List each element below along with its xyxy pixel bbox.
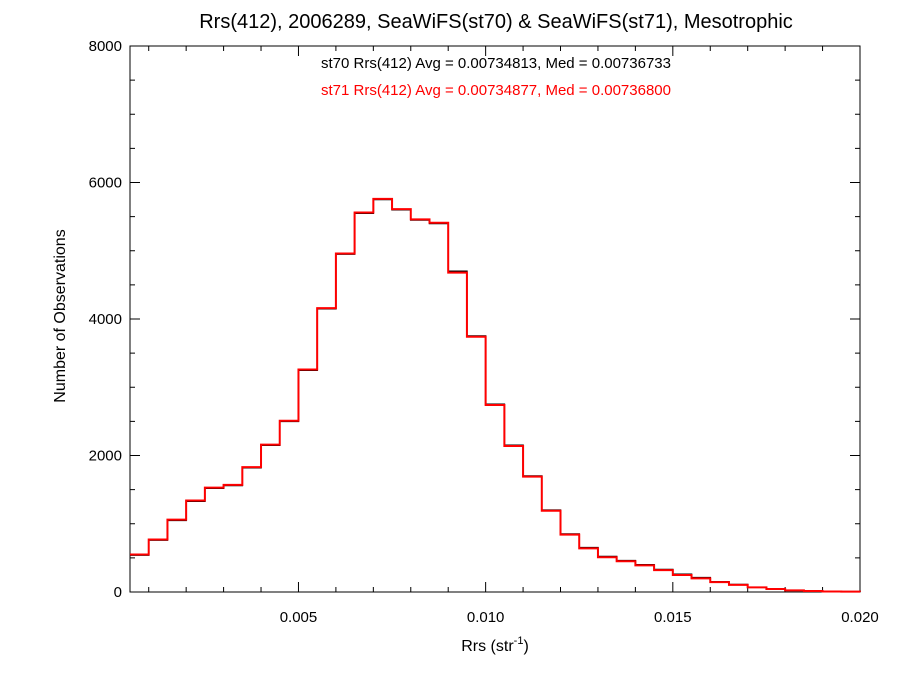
series-line-0 (130, 198, 861, 593)
y-axis-label: Number of Observations (52, 229, 69, 402)
x-tick-label: 0.020 (841, 609, 879, 626)
y-tick-label: 8000 (89, 38, 122, 55)
y-tick-label: 0 (114, 584, 122, 601)
x-axis-label-close: ) (523, 638, 528, 655)
plot-frame (129, 45, 861, 593)
y-tick-label: 4000 (89, 311, 122, 328)
y-tick-label: 6000 (89, 175, 122, 192)
axis-ticks (130, 45, 861, 593)
annotation-st70: st70 Rrs(412) Avg = 0.00734813, Med = 0.… (321, 55, 671, 72)
chart-title: Rrs(412), 2006289, SeaWiFS(st70) & SeaWi… (199, 11, 793, 33)
series-line-1 (130, 197, 861, 593)
tick-labels: 0.005 0.010 0.015 0.020 0 2000 4000 6000 8000 (89, 38, 879, 626)
x-tick-label: 0.005 (280, 609, 318, 626)
annotation-st71: st71 Rrs(412) Avg = 0.00734877, Med = 0.… (321, 82, 671, 99)
x-axis-label-sup: -1 (514, 635, 524, 647)
x-axis-label: Rrs (str-1) (461, 635, 529, 655)
y-tick-label: 2000 (89, 448, 122, 465)
x-tick-label: 0.010 (467, 609, 505, 626)
x-axis-label-main: Rrs (str (461, 638, 514, 655)
series-lines (130, 197, 861, 593)
x-tick-label: 0.015 (654, 609, 692, 626)
